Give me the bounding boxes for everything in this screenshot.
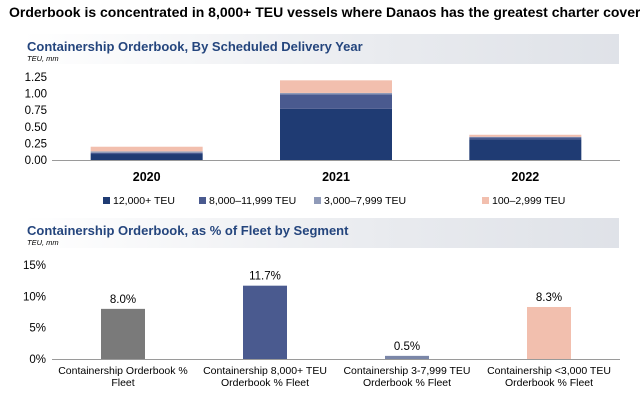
chart2-y-tick-label: 5% (29, 323, 46, 335)
chart1-bar-segment-2 (469, 136, 582, 138)
chart1-y-tick-label: 1.00 (25, 89, 47, 101)
chart1-bar-segment-3 (90, 146, 203, 152)
chart1-legend-swatch (482, 197, 489, 204)
chart1-x-tick-label: 2021 (322, 170, 350, 184)
chart1-legend-swatch (103, 197, 110, 204)
chart2-x-tick-label: Orderbook % Fleet (505, 377, 593, 389)
chart1-legend-label: 100–2,999 TEU (492, 195, 565, 207)
chart1-x-tick-label: 2022 (511, 170, 539, 184)
chart2-data-label: 8.0% (110, 294, 136, 306)
chart1-bar-segment-0 (90, 154, 203, 160)
chart1-bar-segment-3 (280, 80, 392, 93)
chart2-x-tick-label: Containership Orderbook % (58, 365, 188, 377)
chart1-bar-segment-1 (469, 137, 582, 140)
chart1-stacked-bar-chart: 0.00 0.25 0.50 0.75 1.00 1.25 2020 2021 2022 12,0… (25, 72, 620, 207)
chart2-data-label: 0.5% (394, 341, 420, 353)
chart1-y-tick-label: 0.50 (25, 122, 47, 134)
chart2-bar (243, 285, 287, 359)
chart1-y-tick-label: 0.25 (25, 138, 47, 150)
chart2-x-tick-label: Containership 8,000+ TEU (203, 365, 327, 377)
chart2-bar (385, 355, 429, 359)
chart1-legend-label: 3,000–7,999 TEU (324, 195, 406, 207)
chart2-y-tick-label: 0% (29, 354, 46, 366)
chart1-legend-label: 12,000+ TEU (113, 195, 175, 207)
chart1-y-tick-label: 1.25 (25, 72, 47, 84)
chart2-data-label: 11.7% (249, 271, 281, 283)
chart1-bar-segment-3 (469, 134, 582, 137)
chart2-y-tick-label: 15% (23, 260, 46, 272)
chart2-title: Containership Orderbook, as % of Fleet b… (27, 223, 349, 238)
chart2-x-tick-label: Orderbook % Fleet (221, 377, 309, 389)
chart2-unit-label: TEU, mm (27, 238, 59, 247)
chart1-bar-segment-2 (90, 151, 203, 153)
chart1-unit-label: TEU, mm (27, 54, 59, 63)
chart2-y-tick-label: 10% (23, 291, 46, 303)
chart2-x-tick-label: Containership <3,000 TEU (487, 365, 611, 377)
chart2-x-tick-label: Containership 3-7,999 TEU (343, 365, 470, 377)
chart1-bar-segment-1 (280, 94, 392, 109)
chart2-bar (527, 306, 571, 359)
chart1-title: Containership Orderbook, By Scheduled De… (27, 39, 363, 54)
headline: Orderbook is concentrated in 8,000+ TEU … (9, 4, 640, 20)
chart1-title-band (23, 34, 619, 64)
chart1-bar-segment-1 (90, 152, 203, 155)
chart2-x-tick-label: Fleet (111, 377, 134, 389)
chart1-bar-segment-0 (280, 108, 392, 160)
chart1-legend-swatch (314, 197, 321, 204)
chart1-y-tick-label: 0.75 (25, 105, 47, 117)
chart2-title-band (23, 218, 619, 248)
chart1-legend-swatch (199, 197, 206, 204)
chart1-bar-segment-2 (280, 92, 392, 95)
chart2-bar-chart: 0% 5% 10% 15% 8.0% Containership Orderbook %F… (23, 260, 620, 389)
chart1-bar-segment-0 (469, 139, 582, 160)
chart1-x-tick-label: 2020 (133, 170, 161, 184)
chart2-x-tick-label: Orderbook % Fleet (363, 377, 451, 389)
chart2-data-label: 8.3% (536, 292, 562, 304)
chart1-legend-label: 8,000–11,999 TEU (209, 195, 296, 207)
chart2-bar (101, 308, 145, 359)
chart1-y-tick-label: 0.00 (25, 155, 47, 167)
